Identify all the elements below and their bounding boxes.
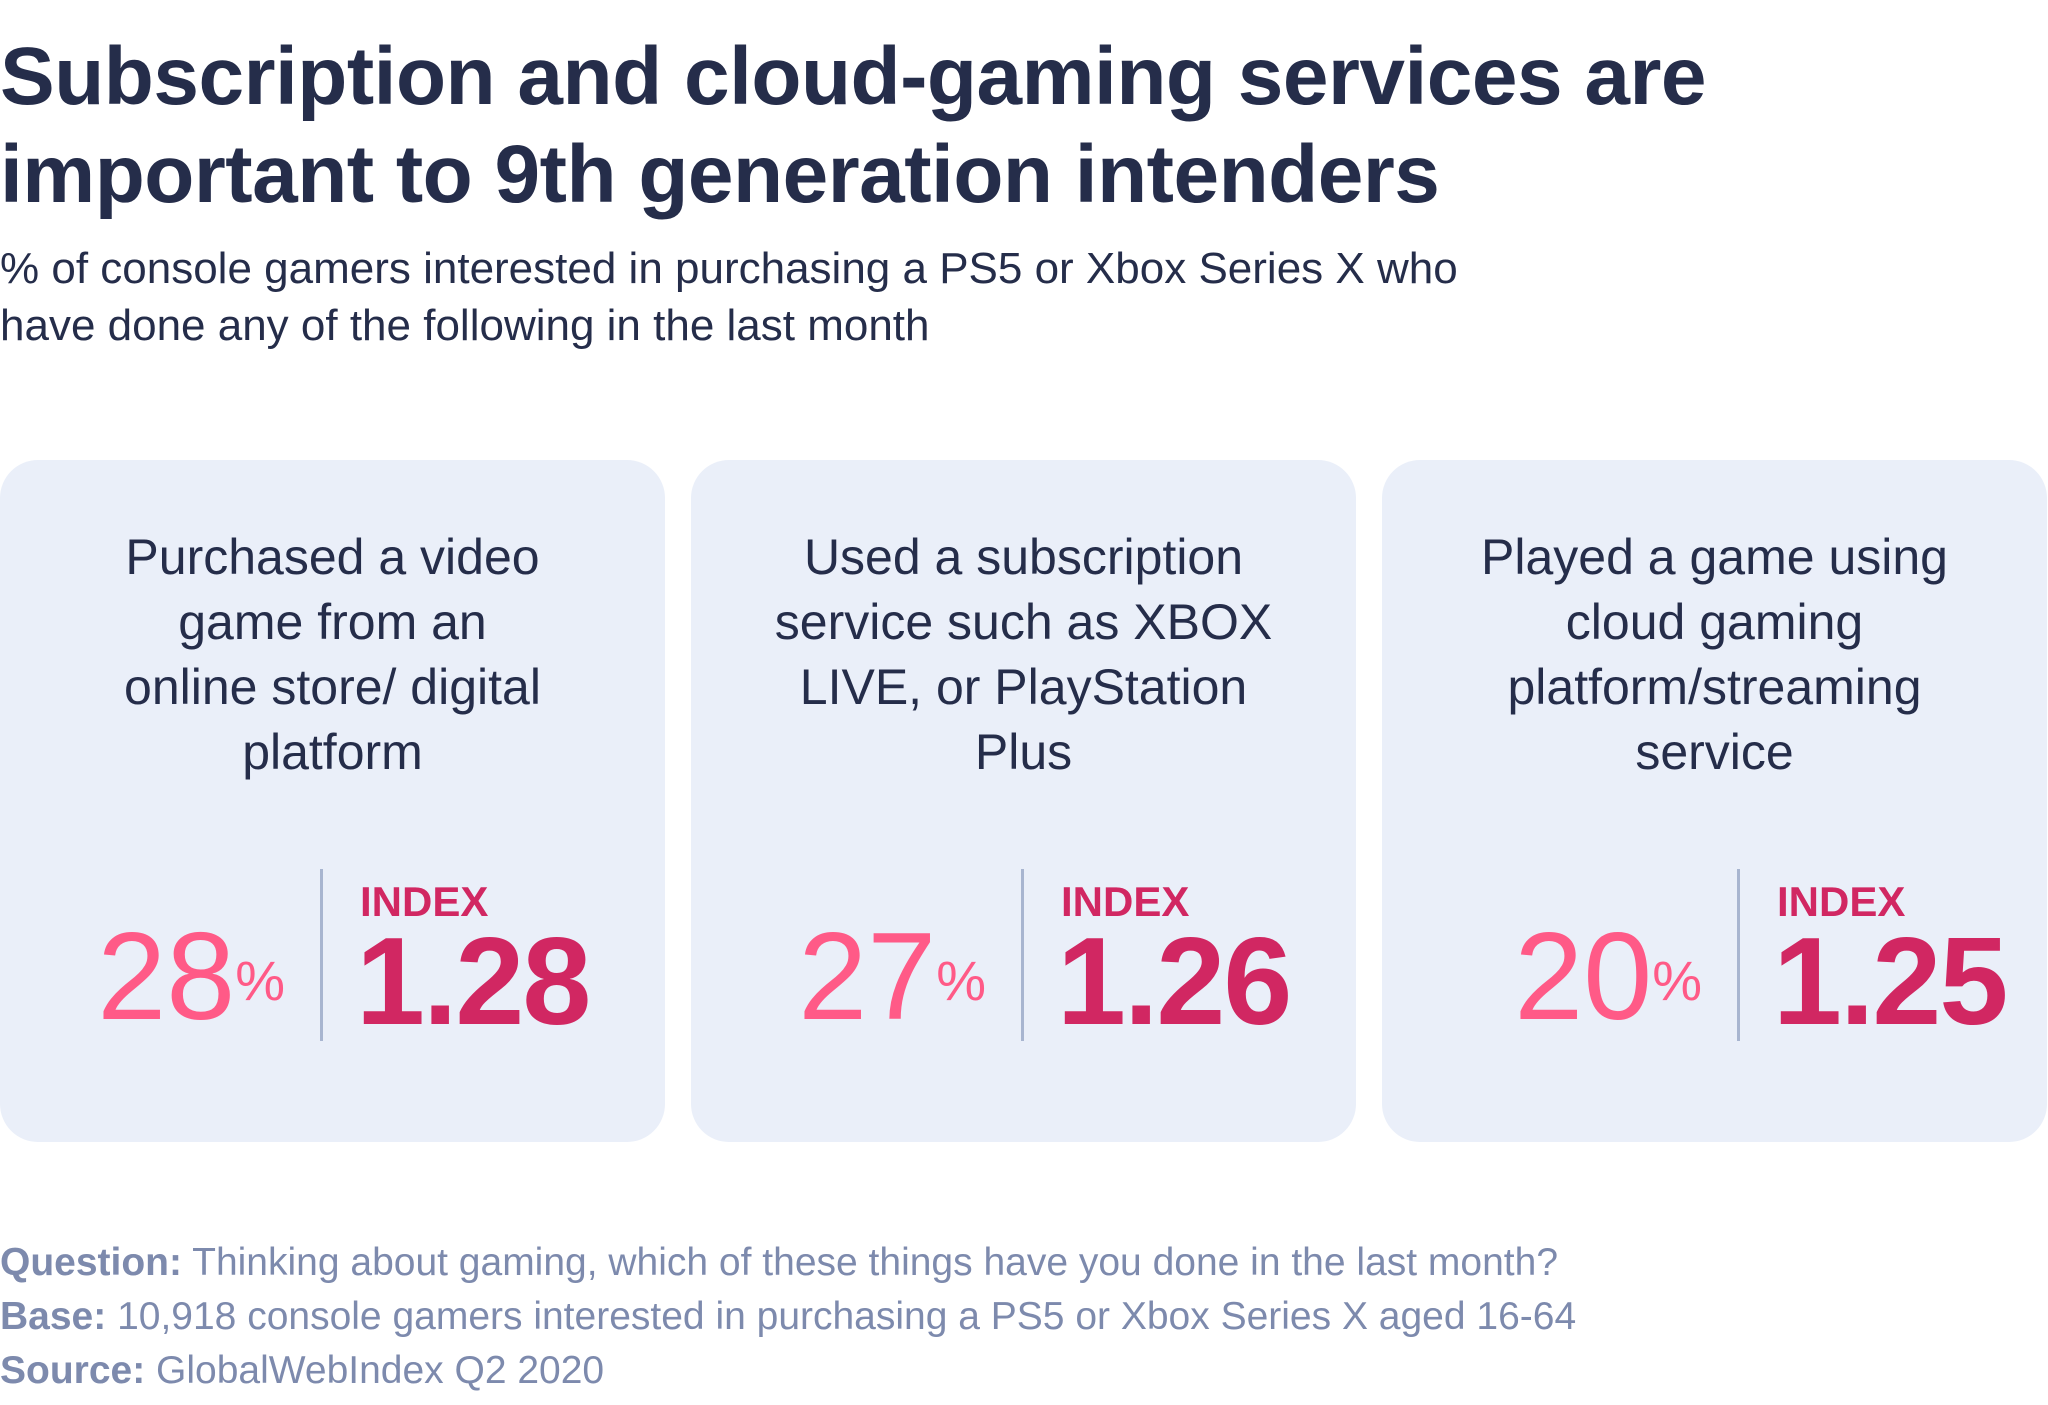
chart-subtitle: % of console gamers interested in purcha… xyxy=(0,244,1458,350)
index-value: 1.28 xyxy=(356,913,591,1051)
index-label: INDEX xyxy=(360,878,489,925)
percent-value: 20% xyxy=(1514,908,1702,1046)
card-label: Used a subscription service such as XBOX… xyxy=(774,529,1273,780)
divider xyxy=(1737,869,1740,1041)
percent-symbol: % xyxy=(936,949,986,1012)
footer-notes: Question: Thinking about gaming, which o… xyxy=(0,1236,1576,1398)
footer-source: Source: GlobalWebIndex Q2 2020 xyxy=(0,1349,605,1392)
footer-question: Question: Thinking about gaming, which o… xyxy=(0,1241,1559,1284)
card-label: Played a game using cloud gaming platfor… xyxy=(1481,529,1948,780)
percent-value: 27% xyxy=(798,908,986,1046)
stat-card: Used a subscription service such as XBOX… xyxy=(691,460,1356,1142)
stat-card: Purchased a video game from an online st… xyxy=(0,460,665,1142)
divider xyxy=(320,869,323,1041)
index-value: 1.25 xyxy=(1773,913,2008,1051)
percent-value: 28% xyxy=(97,908,285,1046)
index-value: 1.26 xyxy=(1057,913,1292,1051)
index-label: INDEX xyxy=(1061,878,1190,925)
percent-symbol: % xyxy=(1652,949,1702,1012)
stat-card: Played a game using cloud gaming platfor… xyxy=(1382,460,2047,1142)
index-label: INDEX xyxy=(1777,878,1906,925)
card-label: Purchased a video game from an online st… xyxy=(124,529,541,780)
percent-symbol: % xyxy=(235,949,285,1012)
chart-title: Subscription and cloud-gaming services a… xyxy=(0,31,1707,220)
footer-base: Base: 10,918 console gamers interested i… xyxy=(0,1295,1577,1338)
divider xyxy=(1021,869,1024,1041)
